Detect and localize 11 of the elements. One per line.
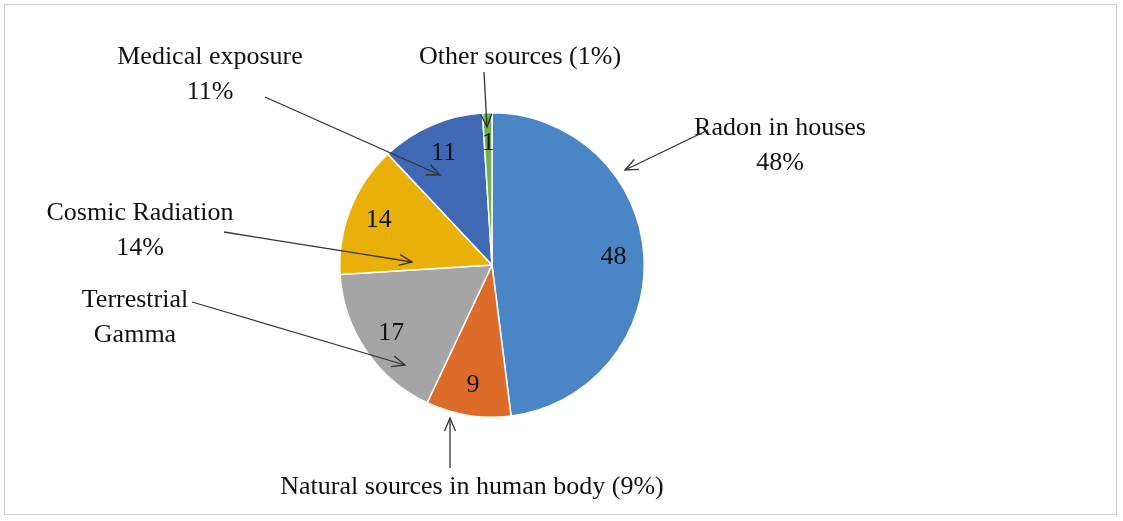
slice-label: Cosmic Radiation 14% — [46, 196, 234, 261]
slice-label: Terrestrial Gamma — [81, 283, 189, 348]
data-label: 14 — [365, 203, 392, 233]
data-label: 17 — [378, 317, 405, 347]
slice-label: Other sources (1%) — [418, 40, 622, 70]
slice-label: Medical exposure 11% — [117, 40, 303, 105]
data-label: 9 — [466, 369, 480, 399]
slice-label: Radon in houses 48% — [694, 111, 866, 176]
slice-label: Natural sources in human body (9%) — [280, 470, 664, 500]
data-label: 48 — [600, 241, 627, 271]
data-label: 11 — [431, 137, 457, 167]
